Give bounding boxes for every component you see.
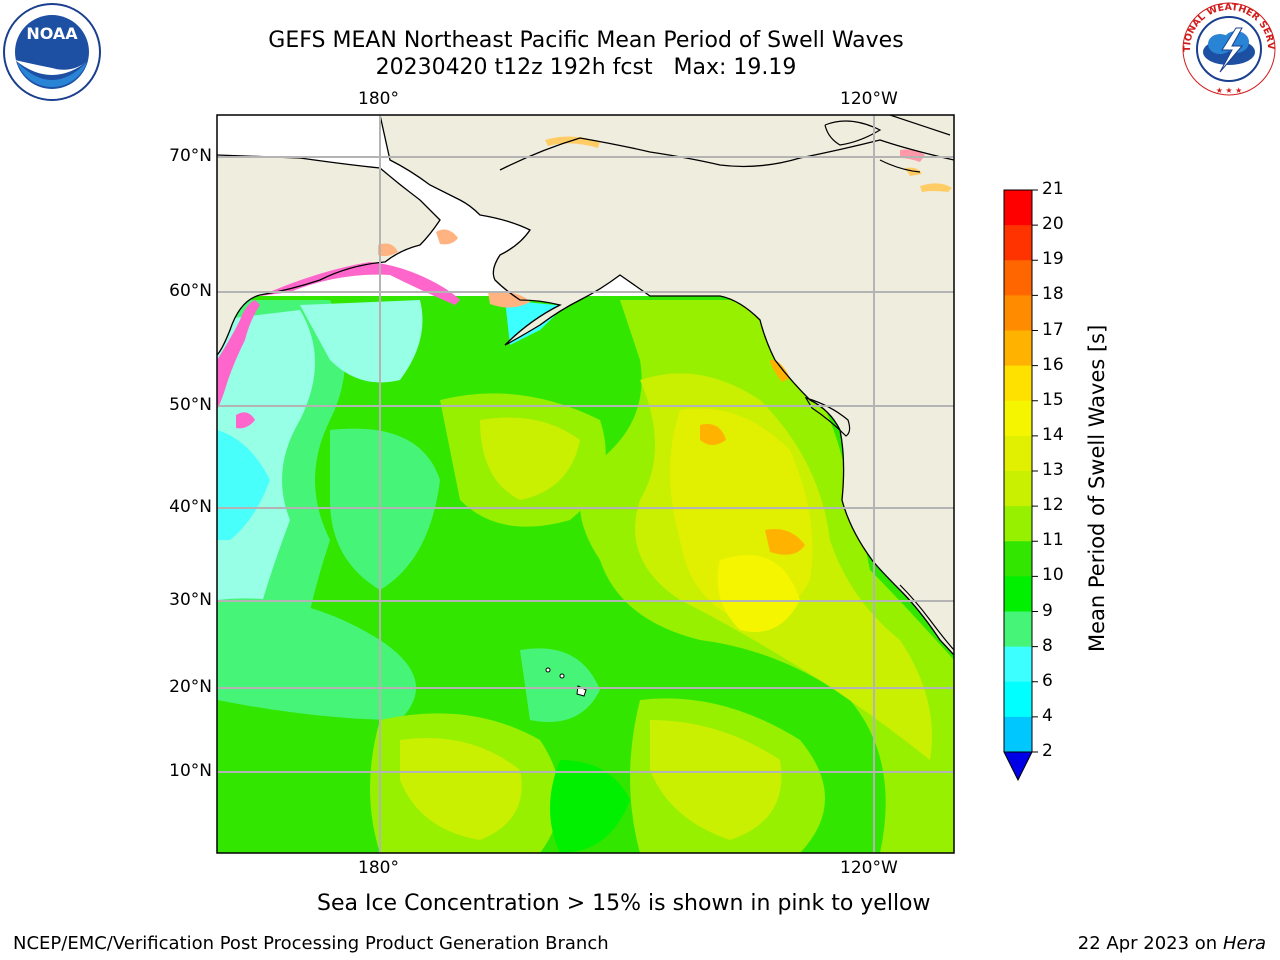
noaa-logo-text: NOAA [26, 24, 78, 43]
colorbar-segment [1004, 260, 1032, 296]
colorbar-segment [1004, 541, 1032, 577]
colorbar-tick-label: 14 [1042, 424, 1064, 445]
field-10s-hawaii [520, 648, 600, 722]
field-16s-spot2 [765, 529, 805, 555]
colorbar-tick-label: 11 [1042, 530, 1064, 551]
field-13s-south [400, 738, 522, 840]
nws-logo: NATIONAL WEATHER SERVICE ★ ★ ★ [1174, 0, 1280, 100]
colorbar-segment [1004, 576, 1032, 612]
colorbar-tick-label: 2 [1042, 741, 1053, 761]
field-13s-southeast [650, 720, 782, 840]
field-13s-central [480, 417, 580, 500]
colorbar-tick-label: 9 [1042, 600, 1053, 621]
lat-label-70n: 70°N [169, 146, 212, 166]
colorbar-tick-label: 8 [1042, 635, 1053, 656]
lat-label-40n: 40°N [169, 497, 212, 517]
colorbar-tick-label: 21 [1042, 179, 1064, 199]
footer-host: Hera [1222, 933, 1266, 954]
field-16s-spot1 [700, 424, 726, 445]
coastline-vancouver-island [804, 396, 851, 437]
colorbar-tick-label: 13 [1042, 460, 1064, 480]
lon-label-top-120w: 120°W [840, 89, 898, 109]
land-hawaii-islet [559, 673, 565, 679]
coastline-siberia [217, 154, 441, 356]
sea-ice-fringe-bering [260, 262, 460, 305]
field-11s-south-center [550, 760, 630, 853]
colorbar-segment [1004, 330, 1032, 367]
colorbar-tick-label: 17 [1042, 319, 1064, 340]
colorbar-segment [1004, 295, 1032, 331]
lat-label-60n: 60°N [169, 281, 212, 301]
colorbar-tick-label: 19 [1042, 249, 1064, 270]
land-hawaii-islet [545, 667, 551, 673]
coastline-arctic-islands [824, 115, 951, 173]
colorbar-segment [1004, 471, 1032, 507]
sea-ice-pink-4 [236, 412, 255, 429]
sea-ice-bc-coast [770, 359, 790, 382]
colorbar-tick-label: 10 [1042, 565, 1064, 586]
colorbar [1003, 189, 1038, 782]
colorbar-segment [1004, 400, 1032, 437]
lon-label-top-180: 180° [358, 89, 399, 109]
colorbar-tick-label: 18 [1042, 284, 1064, 305]
coastline-arctic [499, 137, 954, 171]
lon-label-bottom-180: 180° [358, 858, 399, 878]
colorbar-segment [1004, 681, 1032, 718]
sea-ice-fringe-west [217, 300, 260, 410]
graticule [217, 115, 954, 853]
colorbar-segment [1004, 190, 1032, 226]
field-15s-core [717, 555, 800, 632]
colorbar-segment [1004, 646, 1032, 683]
colorbar-tick-label: 15 [1042, 389, 1064, 410]
sea-ice-arctic-4 [920, 183, 952, 192]
footer-date: 22 Apr 2023 on [1077, 933, 1223, 954]
colorbar-extension [1003, 751, 1033, 782]
chart-title-line2: 20230420 t12z 192h fcst Max: 19.19 [375, 55, 797, 80]
coastline-baja [899, 584, 954, 651]
noaa-logo: NOAA [2, 2, 102, 102]
lat-label-50n: 50°N [169, 395, 212, 415]
lon-label-bottom-120w: 120°W [840, 858, 898, 878]
svg-text:★ ★ ★: ★ ★ ★ [1216, 86, 1243, 95]
sea-ice-arctic-2 [900, 149, 925, 162]
colorbar-tick-label: 4 [1042, 705, 1053, 726]
sea-ice-caption: Sea Ice Concentration > 15% is shown in … [317, 891, 931, 916]
sea-ice-yellow-3 [378, 243, 398, 256]
colorbar-segment [1004, 716, 1032, 753]
colorbar-tick-label: 6 [1042, 670, 1053, 691]
lat-label-10n: 10°N [169, 761, 212, 781]
sea-ice-yellow-1 [436, 229, 458, 245]
sea-ice-arctic-3 [905, 167, 922, 176]
lat-label-20n: 20°N [169, 677, 212, 697]
land-north-america [380, 115, 954, 655]
field-7s-west [217, 430, 270, 540]
colorbar-tick-label: 12 [1042, 495, 1064, 516]
field-9s-west-upper [300, 300, 423, 383]
colorbar-segment [1004, 225, 1032, 261]
colorbar-segment [1004, 435, 1032, 472]
footer-right: 22 Apr 2023 on Hera [1078, 933, 1266, 954]
lat-label-30n: 30°N [169, 590, 212, 610]
chart-title-line1: GEFS MEAN Northeast Pacific Mean Period … [268, 28, 904, 53]
coastline-north-america [379, 115, 954, 656]
colorbar-segment [1004, 611, 1032, 648]
field-10s-mid [330, 428, 440, 590]
colorbar-tick-label: 16 [1042, 354, 1064, 375]
colorbar-label: Mean Period of Swell Waves [s] [1085, 324, 1109, 652]
colorbar-tick-label: 20 [1042, 214, 1064, 235]
colorbar-segment [1004, 365, 1032, 402]
sea-ice-yellow-2 [488, 291, 530, 308]
footer-left: NCEP/EMC/Verification Post Processing Pr… [13, 933, 609, 954]
land-siberia [217, 155, 440, 355]
map-frame [216, 114, 955, 854]
colorbar-segment [1004, 506, 1032, 542]
field-10s-south [217, 598, 416, 720]
